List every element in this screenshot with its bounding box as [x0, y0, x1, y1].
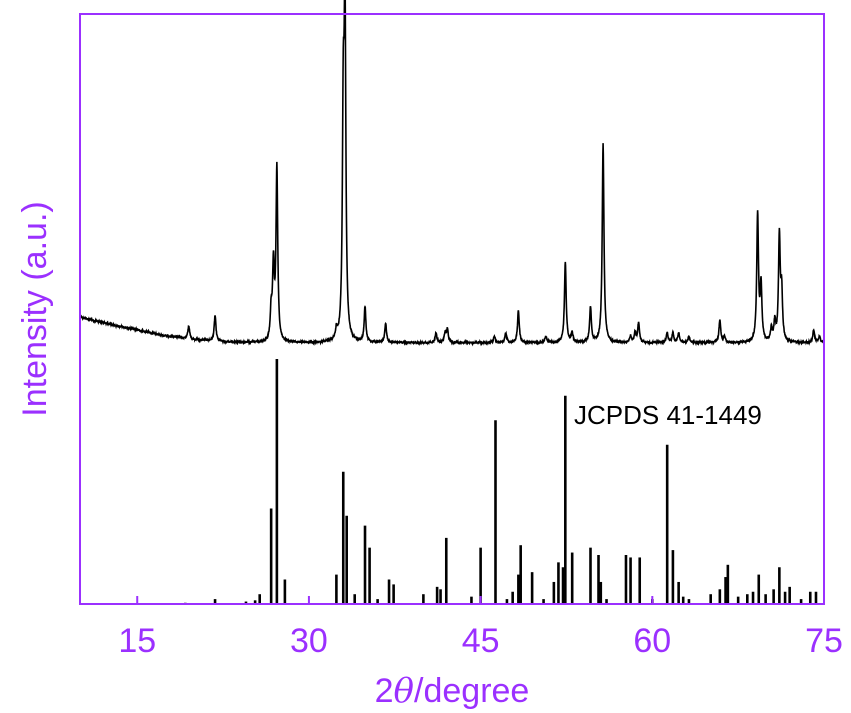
x-tick-label-15: 15 — [118, 622, 156, 660]
plot-frame — [79, 13, 825, 605]
x-tick-label-30: 30 — [290, 622, 328, 660]
x-tick-label-75: 75 — [805, 622, 843, 660]
x-tick-label-45: 45 — [462, 622, 500, 660]
x-axis-title-suffix: /degree — [414, 672, 529, 710]
measured-pattern-line — [79, 0, 825, 347]
x-axis-title-prefix: 2 — [375, 672, 394, 710]
reference-annotation: JCPDS 41-1449 — [574, 400, 762, 430]
x-axis-tick-labels: 15 30 45 60 75 — [118, 622, 843, 660]
y-axis-title: Intensity (a.u.) — [16, 201, 54, 416]
x-axis-title-theta: θ — [394, 671, 414, 711]
plot-content — [79, 0, 825, 604]
x-tick-label-60: 60 — [633, 622, 671, 660]
x-axis-ticks — [136, 596, 825, 604]
x-axis-title: 2θ/degree — [375, 671, 530, 711]
